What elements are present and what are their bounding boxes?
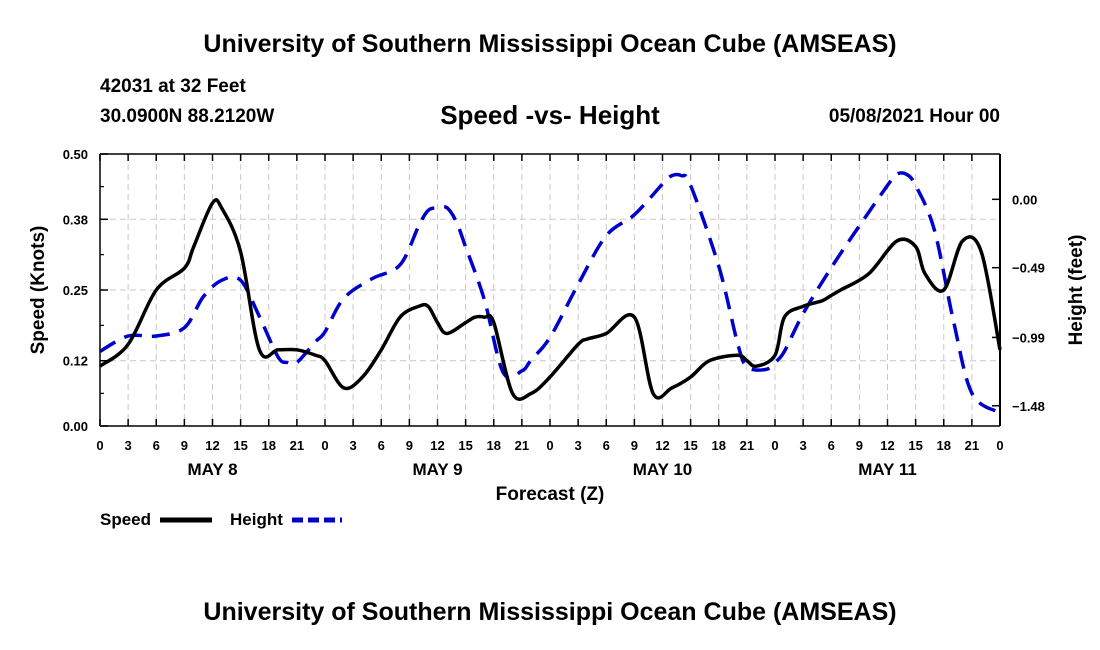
x-tick-label: 15: [458, 438, 472, 453]
x-tick-label: 3: [575, 438, 582, 453]
x-tick-label: 3: [350, 438, 357, 453]
x-tick-label: 3: [125, 438, 132, 453]
x-tick-label: 9: [856, 438, 863, 453]
day-label: MAY 10: [633, 460, 693, 479]
x-tick-label: 3: [800, 438, 807, 453]
x-tick-label: 12: [655, 438, 669, 453]
x-tick-label: 18: [487, 438, 501, 453]
x-tick-label: 9: [181, 438, 188, 453]
x-tick-label: 18: [262, 438, 276, 453]
x-tick-label: 6: [828, 438, 835, 453]
y-tick-label-right: 0.00: [1012, 192, 1037, 207]
x-tick-label: 0: [771, 438, 778, 453]
y-tick-label-left: 0.25: [63, 283, 88, 298]
y-tick-label-right: −0.99: [1012, 330, 1045, 345]
page-title: University of Southern Mississippi Ocean…: [203, 30, 897, 58]
grid-lines: [100, 154, 1000, 426]
x-tick-label: 12: [205, 438, 219, 453]
day-label: MAY 8: [187, 460, 237, 479]
chart-title: Speed -vs- Height: [440, 100, 660, 130]
y-tick-label-left: 0.38: [63, 212, 88, 227]
x-tick-label: 15: [683, 438, 697, 453]
x-tick-label: 15: [233, 438, 247, 453]
axis-labels: 0 3 6 9 12 15 18 21 0 3 6 9 12 15 18 21 0 3 6 9 12 15 18 21 0 3 6 9…: [28, 147, 1087, 505]
x-tick-label: 21: [740, 438, 754, 453]
coordinates-label: 30.0900N 88.2120W: [100, 106, 275, 127]
footer-title: University of Southern Mississippi Ocean…: [203, 598, 897, 626]
x-tick-label: 18: [937, 438, 951, 453]
day-label: MAY 11: [858, 460, 917, 479]
x-tick-label: 18: [712, 438, 726, 453]
x-tick-label: 6: [378, 438, 385, 453]
x-tick-label: 9: [406, 438, 413, 453]
x-tick-label: 12: [880, 438, 894, 453]
x-tick-label: 0: [996, 438, 1003, 453]
x-tick-label: 21: [515, 438, 529, 453]
x-axis-title: Forecast (Z): [496, 484, 605, 505]
x-tick-label: 6: [603, 438, 610, 453]
series-lines: [98, 171, 1002, 415]
legend-label-height: Height: [230, 510, 283, 529]
x-tick-label: 21: [290, 438, 304, 453]
x-tick-label: 0: [321, 438, 328, 453]
legend: Speed Height: [100, 510, 342, 529]
x-tick-label: 0: [96, 438, 103, 453]
day-label: MAY 9: [412, 460, 462, 479]
y-axis-title-left: Speed (Knots): [28, 226, 49, 355]
series-line-speed: [98, 197, 1002, 401]
forecast-date-label: 05/08/2021 Hour 00: [828, 106, 1000, 127]
axes: [99, 153, 1001, 427]
x-tick-label: 9: [631, 438, 638, 453]
series-line-height: [99, 171, 1001, 415]
y-axis-title-right: Height (feet): [1066, 235, 1087, 346]
x-tick-label: 0: [546, 438, 553, 453]
y-tick-label-right: −0.49: [1012, 261, 1045, 276]
legend-label-speed: Speed: [100, 510, 151, 529]
x-tick-label: 6: [153, 438, 160, 453]
y-tick-label-left: 0.50: [63, 147, 88, 162]
x-tick-label: 12: [430, 438, 444, 453]
y-tick-label-left: 0.12: [63, 354, 88, 369]
x-tick-label: 21: [965, 438, 979, 453]
x-tick-label: 15: [908, 438, 922, 453]
y-tick-label-left: 0.00: [63, 419, 88, 434]
station-label: 42031 at 32 Feet: [100, 76, 246, 97]
y-tick-label-right: −1.48: [1012, 399, 1045, 414]
